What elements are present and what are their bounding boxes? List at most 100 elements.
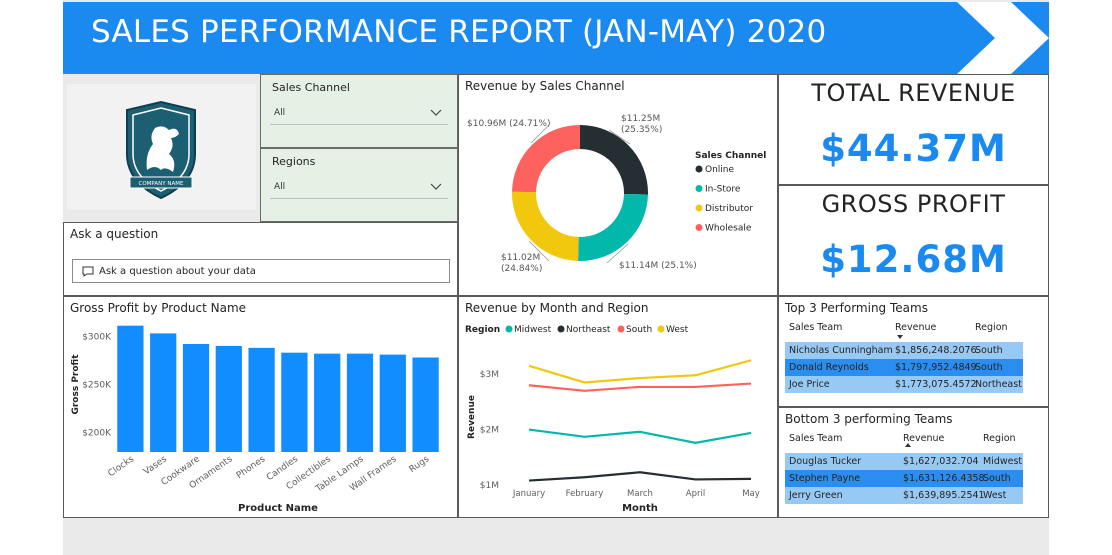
qna-title: Ask a question bbox=[70, 227, 159, 241]
legend-label: Midwest bbox=[514, 325, 552, 335]
legend-marker bbox=[695, 165, 703, 173]
series-line-northeast bbox=[528, 471, 752, 482]
bar-candles bbox=[281, 352, 308, 452]
y-tick-label: $250K bbox=[82, 381, 112, 391]
line-chart: Region Midwest Northeast South West $1M $2M $3M… bbox=[465, 325, 760, 514]
slicer-label: Sales Channel bbox=[272, 81, 350, 94]
x-tick-label: Phones bbox=[235, 454, 268, 481]
leader-line bbox=[606, 243, 629, 264]
revenue-by-channel-tile: Revenue by Sales Channel $11.25M (25.35%)… bbox=[458, 74, 778, 296]
gross-profit-value: $12.68M bbox=[820, 238, 1007, 281]
legend-marker bbox=[695, 185, 703, 192]
bar-chart-title: Gross Profit by Product Name bbox=[70, 301, 247, 315]
team-revenue: $1,631,126.4358 bbox=[903, 473, 985, 484]
dropdown-value: All bbox=[274, 108, 286, 118]
x-tick-label: February bbox=[566, 489, 604, 499]
sort-desc-icon bbox=[897, 335, 903, 339]
team-region: South bbox=[983, 473, 1011, 484]
donut-slice-distributor bbox=[512, 191, 579, 261]
qna-tile: Ask a question Ask a question about your… bbox=[63, 222, 458, 296]
x-tick-label: May bbox=[742, 489, 760, 499]
legend-title: Region bbox=[465, 325, 500, 335]
gross-profit-card: GROSS PROFIT $12.68M bbox=[778, 185, 1049, 296]
data-label-pct: (24.84%) bbox=[501, 264, 542, 274]
logo-panel: COMPANY NAME bbox=[67, 84, 256, 210]
sort-asc-icon bbox=[905, 443, 911, 447]
data-label-pct: (25.35%) bbox=[621, 125, 662, 135]
bar-phones bbox=[248, 347, 275, 452]
report-title: SALES PERFORMANCE REPORT (JAN-MAY) 2020 bbox=[91, 14, 827, 50]
team-revenue: $1,639,895.2541 bbox=[903, 490, 985, 501]
chevron-arrow-icon bbox=[957, 2, 1049, 74]
legend-marker bbox=[695, 224, 703, 231]
qna-input[interactable]: Ask a question about your data bbox=[72, 259, 450, 283]
data-label: $10.96M (24.71%) bbox=[467, 119, 550, 129]
y-tick-label: $300K bbox=[82, 332, 112, 342]
x-tick-label: Clocks bbox=[107, 454, 137, 479]
team-region: West bbox=[983, 490, 1007, 501]
team-name: Nicholas Cunningham bbox=[789, 345, 893, 356]
revenue-by-month-tile: Revenue by Month and Region Region Midwes… bbox=[458, 296, 778, 518]
table-row[interactable]: Douglas Tucker $1,627,032.704 Midwest bbox=[785, 453, 1023, 470]
y-tick-label: $2M bbox=[480, 426, 499, 436]
team-region: South bbox=[975, 362, 1003, 373]
team-region: Northeast bbox=[975, 379, 1022, 390]
bar-cookware bbox=[182, 344, 210, 452]
legend-label: South bbox=[626, 325, 652, 335]
report-banner: SALES PERFORMANCE REPORT (JAN-MAY) 2020 bbox=[63, 2, 1049, 74]
chevron-down-icon bbox=[430, 183, 442, 190]
table-row[interactable]: Jerry Green $1,639,895.2541 West bbox=[785, 487, 1023, 504]
sales-channel-slicer: Sales Channel All bbox=[260, 74, 458, 148]
y-tick-label: $200K bbox=[82, 429, 112, 439]
team-name: Joe Price bbox=[789, 379, 830, 390]
column-header[interactable]: Sales Team bbox=[789, 322, 843, 333]
y-tick-label: $3M bbox=[480, 370, 499, 380]
bottom-teams-table: Sales Team Revenue Region Douglas Tucker… bbox=[785, 433, 1025, 513]
x-tick-label: March bbox=[627, 489, 653, 499]
sales-channel-dropdown[interactable]: All bbox=[270, 103, 448, 125]
team-revenue: $1,627,032.704 bbox=[903, 456, 979, 467]
legend-marker bbox=[657, 325, 665, 333]
table-row[interactable]: Nicholas Cunningham $1,856,248.2076 Sout… bbox=[785, 342, 1023, 359]
top-teams-table: Sales Team Revenue Region Nicholas Cunni… bbox=[785, 322, 1025, 402]
regions-dropdown[interactable]: All bbox=[270, 177, 448, 199]
team-revenue: $1,773,075.4572 bbox=[895, 379, 977, 390]
table-row[interactable]: Joe Price $1,773,075.4572 Northeast bbox=[785, 376, 1023, 393]
qna-placeholder: Ask a question about your data bbox=[99, 266, 256, 277]
leader-line bbox=[529, 241, 550, 262]
donut-slice-in-store bbox=[578, 193, 648, 261]
logo-tile: COMPANY NAME bbox=[63, 74, 260, 222]
bar-rugs bbox=[412, 357, 439, 452]
x-tick-label: Rugs bbox=[408, 454, 432, 475]
legend-title: Sales Channel bbox=[695, 151, 766, 161]
team-region: South bbox=[975, 345, 1003, 356]
table-row[interactable]: Donald Reynolds $1,797,952.4849 South bbox=[785, 359, 1023, 376]
top-teams-tile: Top 3 Performing Teams Sales Team Revenu… bbox=[778, 296, 1049, 407]
data-label: $11.02M bbox=[501, 253, 540, 263]
column-header[interactable]: Region bbox=[975, 322, 1008, 333]
x-axis-title: Month bbox=[622, 503, 658, 514]
bar-clocks bbox=[117, 325, 144, 452]
donut-slice-online bbox=[580, 125, 648, 195]
team-revenue: $1,797,952.4849 bbox=[895, 362, 977, 373]
series-line-south bbox=[528, 382, 752, 392]
y-tick-label: $1M bbox=[480, 481, 499, 491]
bottom-teams-title: Bottom 3 performing Teams bbox=[785, 412, 953, 426]
column-header[interactable]: Region bbox=[983, 433, 1016, 444]
total-revenue-value: $44.37M bbox=[820, 127, 1007, 170]
company-logo-icon: COMPANY NAME bbox=[126, 100, 196, 200]
team-name: Jerry Green bbox=[789, 490, 843, 501]
table-row[interactable]: Stephen Payne $1,631,126.4358 South bbox=[785, 470, 1023, 487]
dropdown-value: All bbox=[274, 182, 286, 192]
legend-label: In-Store bbox=[705, 185, 741, 195]
donut-chart-title: Revenue by Sales Channel bbox=[465, 79, 625, 93]
total-revenue-card: TOTAL REVENUE $44.37M bbox=[778, 74, 1049, 185]
x-tick-label: April bbox=[686, 489, 705, 499]
donut-chart: $11.25M(25.35%) $11.14M (25.1%) $11.02M(24… bbox=[467, 114, 766, 274]
bar-collectibles bbox=[314, 353, 341, 452]
chat-bubble-icon bbox=[82, 266, 94, 277]
column-header[interactable]: Revenue bbox=[903, 433, 945, 444]
team-revenue: $1,856,248.2076 bbox=[895, 345, 977, 356]
column-header[interactable]: Revenue bbox=[895, 322, 937, 333]
column-header[interactable]: Sales Team bbox=[789, 433, 843, 444]
